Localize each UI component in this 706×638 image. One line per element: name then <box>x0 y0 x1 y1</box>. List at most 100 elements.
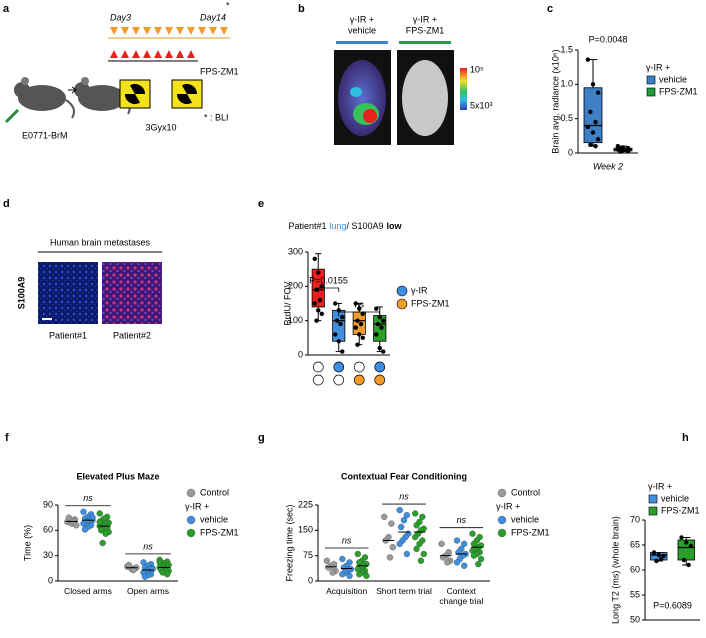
legend-label: FPS-ZM1 <box>511 527 550 537</box>
data-point <box>356 571 363 578</box>
x-tick-label: Context change trial <box>439 586 484 606</box>
data-point <box>416 540 423 547</box>
data-point <box>438 540 445 547</box>
data-point <box>340 349 345 354</box>
legend-marker <box>497 515 507 525</box>
legend-swatch <box>646 75 656 85</box>
legend-marker <box>497 528 507 538</box>
legend-marker <box>186 515 196 525</box>
data-point <box>388 520 395 527</box>
bli-legend: * : BLI <box>204 112 229 122</box>
data-point <box>585 124 591 130</box>
image-title: vehicle <box>348 25 376 35</box>
image <box>102 262 162 324</box>
patient-label: Patient#1 <box>49 330 87 340</box>
condition-marker <box>333 374 345 386</box>
y-tick-label: 0 <box>48 575 53 585</box>
legend-label: Control <box>200 487 229 497</box>
data-point <box>333 301 338 306</box>
data-point <box>381 513 388 520</box>
legend-title: γ-IR + <box>646 62 670 72</box>
radiation-label: 3Gyx10 <box>145 122 176 132</box>
panel-label: h <box>682 432 689 444</box>
x-tick-label: Short term trial <box>376 586 432 596</box>
data-point <box>340 315 345 320</box>
legend-label: FPS-ZM1 <box>200 527 239 537</box>
day-start: Day3 <box>110 12 131 22</box>
x-label-box: Acquisition <box>326 586 367 596</box>
mouse <box>18 85 66 111</box>
data-point <box>593 143 598 149</box>
data-point <box>358 321 364 327</box>
data-point <box>661 553 666 559</box>
data-point <box>81 526 89 533</box>
mouse-tail <box>65 99 75 119</box>
data-point <box>615 143 621 149</box>
data-point <box>381 349 386 354</box>
data-point <box>590 82 596 87</box>
data-point <box>654 558 659 564</box>
data-point <box>684 540 689 545</box>
colorbar-min: 5x10³ <box>470 100 493 110</box>
data-point <box>80 508 87 515</box>
x-label-box: Open arms <box>127 586 169 596</box>
data-point <box>96 510 103 517</box>
data-point <box>355 318 360 323</box>
data-point <box>688 543 694 549</box>
legend-marker <box>396 285 408 297</box>
legend-label: γ-IR <box>411 285 428 295</box>
data-point <box>453 559 461 566</box>
data-point <box>363 572 370 580</box>
legend-swatch <box>646 87 656 97</box>
data-point <box>360 335 365 341</box>
y-axis-label: Brain avg. radiance (x10⁶) <box>550 49 560 153</box>
trefoil <box>124 83 146 105</box>
schematic: E0771-BrM Day3 Day14 * FPS-ZM1 3Gyx10 * … <box>4 0 239 140</box>
y-tick-label: 50 <box>630 614 640 624</box>
radiation-icon <box>119 79 203 109</box>
y-tick-label: 70 <box>630 514 640 524</box>
data-point <box>403 550 411 558</box>
data-point <box>338 321 343 327</box>
legend-marker <box>497 488 507 498</box>
data-point <box>461 562 468 569</box>
data-point <box>412 533 419 541</box>
panel-label: c <box>547 3 553 15</box>
data-point <box>325 564 332 571</box>
legend-label: FPS-ZM1 <box>661 505 700 515</box>
title-part: lung <box>329 221 346 231</box>
data-point <box>588 142 593 147</box>
annotation: ns <box>399 491 409 501</box>
data-point <box>625 148 631 154</box>
data-point <box>386 554 394 561</box>
legend-swatch <box>648 494 658 504</box>
data-point <box>417 557 425 564</box>
data-point <box>164 571 171 578</box>
data-point <box>319 311 324 316</box>
legend-label: FPS-ZM1 <box>659 86 698 96</box>
bli-marker: * <box>226 0 230 10</box>
data-point <box>377 345 382 351</box>
drug-doses <box>110 27 228 35</box>
data-point <box>104 523 111 531</box>
mouse <box>78 85 126 111</box>
data-point <box>679 535 684 540</box>
data-point <box>413 522 420 529</box>
y-axis-label: Time (%) <box>22 525 32 561</box>
data-point <box>686 562 691 568</box>
legend-label: Control <box>511 487 540 497</box>
data-point <box>618 149 623 154</box>
condition-marker <box>374 361 386 373</box>
data-point <box>374 332 379 337</box>
y-tick-label: 1.0 <box>560 79 573 89</box>
data-point <box>477 555 485 563</box>
legend-label: FPS-ZM1 <box>411 298 450 308</box>
y-tick-label: 225 <box>298 499 313 509</box>
data-point <box>590 130 596 135</box>
mouse-head <box>74 82 90 98</box>
data-point <box>336 308 341 313</box>
image-title: FPS-ZM1 <box>406 25 445 35</box>
data-point <box>595 137 601 142</box>
y-tick-label: 60 <box>630 564 640 574</box>
data-point <box>588 109 593 115</box>
